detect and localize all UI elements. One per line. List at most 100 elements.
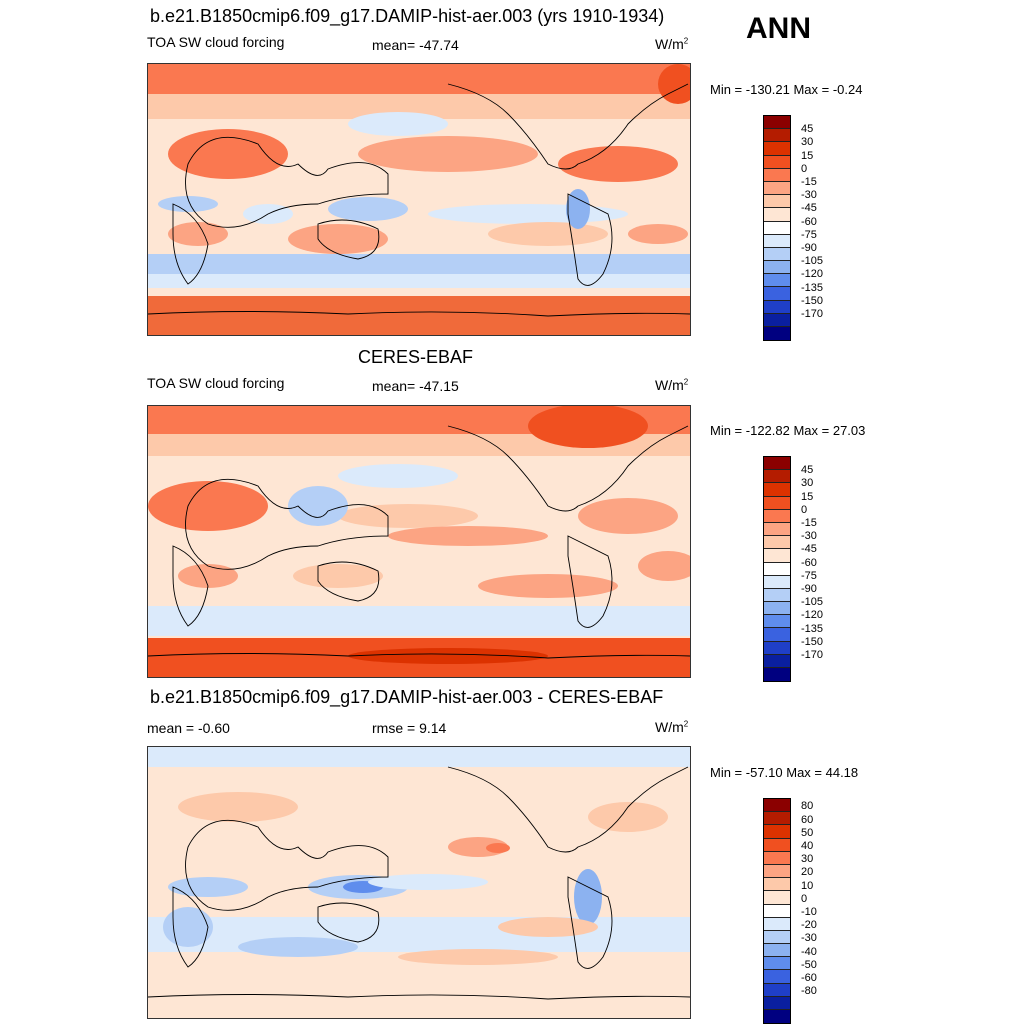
colorbar-swatch	[764, 287, 790, 301]
colorbar-swatch	[764, 300, 790, 314]
colorbar-swatch	[764, 195, 790, 209]
colorbar-label: -60	[801, 215, 817, 228]
panel2-units: W/m2	[655, 377, 689, 393]
panel2-field-label: TOA SW cloud forcing	[147, 375, 285, 391]
colorbar-swatch	[764, 851, 790, 865]
colorbar-label: -105	[801, 255, 824, 267]
panel3-units: W/m2	[655, 719, 689, 735]
colorbar-swatch	[764, 957, 790, 971]
colorbar-swatch	[764, 930, 790, 945]
colorbar-label: -50	[801, 958, 817, 971]
colorbar-label: -105	[801, 596, 824, 608]
colorbar-swatch	[764, 470, 790, 484]
colorbar-label: 45	[801, 464, 814, 476]
panel3-map	[147, 746, 691, 1019]
panel2-map-field	[148, 406, 690, 677]
colorbar-label: 45	[801, 123, 814, 135]
colorbar-label: 40	[801, 840, 814, 852]
panel1-colorbar	[763, 115, 791, 342]
panel3-colorbar	[763, 798, 791, 1024]
colorbar-label: -90	[801, 583, 817, 595]
colorbar-label: 15	[801, 490, 814, 503]
colorbar-swatch	[764, 509, 790, 523]
colorbar-label: -45	[801, 202, 817, 214]
season-label: ANN	[746, 12, 811, 45]
panel3-mean-label: mean = -0.60	[147, 720, 230, 736]
colorbar-label: -120	[801, 609, 824, 621]
panel3-minmax: Min = -57.10 Max = 44.18	[710, 765, 859, 780]
colorbar-swatch	[764, 654, 790, 668]
colorbar-label: 0	[801, 503, 808, 516]
panel1-units: W/m2	[655, 36, 689, 52]
colorbar-swatch	[764, 116, 790, 130]
colorbar-label: -15	[801, 517, 817, 529]
panel2-mean-label: mean= -47.15	[372, 378, 459, 394]
colorbar-swatch	[764, 588, 790, 603]
colorbar-swatch	[764, 549, 790, 563]
colorbar-swatch	[764, 168, 790, 182]
colorbar-swatch	[764, 483, 790, 497]
colorbar-label: -60	[801, 972, 817, 984]
colorbar-label: 30	[801, 853, 814, 865]
colorbar-swatch	[764, 457, 790, 471]
colorbar-swatch	[764, 891, 790, 905]
colorbar-swatch	[764, 799, 790, 813]
colorbar-label: -120	[801, 268, 824, 280]
colorbar-label: -30	[801, 530, 817, 542]
colorbar-swatch	[764, 996, 790, 1010]
colorbar-swatch	[764, 615, 790, 629]
panel1-minmax: Min = -130.21 Max = -0.24	[710, 82, 863, 97]
colorbar-label: -170	[801, 308, 824, 320]
colorbar-label: -170	[801, 649, 824, 661]
panel1-map-field	[148, 64, 690, 335]
colorbar-label: -15	[801, 176, 817, 188]
colorbar-swatch	[764, 274, 790, 288]
colorbar-swatch	[764, 208, 790, 222]
colorbar-label: -90	[801, 242, 817, 254]
colorbar-swatch	[764, 944, 790, 958]
colorbar-label: -40	[801, 945, 817, 958]
colorbar-label: 80	[801, 800, 814, 812]
colorbar-label: -150	[801, 635, 824, 648]
colorbar-swatch	[764, 917, 790, 931]
colorbar-swatch	[764, 838, 790, 852]
panel2-title: CERES-EBAF	[358, 347, 474, 367]
colorbar-swatch	[764, 234, 790, 248]
colorbar-swatch	[764, 221, 790, 235]
panel1-mean-label: mean= -47.74	[372, 37, 459, 53]
colorbar-swatch	[764, 261, 790, 275]
colorbar-swatch	[764, 668, 790, 682]
colorbar-label: -45	[801, 543, 817, 555]
colorbar-swatch	[764, 522, 790, 537]
colorbar-label: -20	[801, 919, 817, 931]
colorbar-swatch	[764, 641, 790, 655]
panel2-minmax: Min = -122.82 Max = 27.03	[710, 423, 866, 438]
colorbar-label: -135	[801, 281, 824, 294]
colorbar-label: 10	[801, 879, 814, 892]
panel3-map-field	[148, 747, 690, 1018]
panel3-title: b.e21.B1850cmip6.f09_g17.DAMIP-hist-aer.…	[150, 687, 664, 707]
colorbar-swatch	[764, 247, 790, 262]
colorbar-swatch	[764, 970, 790, 984]
colorbar-swatch	[764, 825, 790, 839]
panel1-title: b.e21.B1850cmip6.f09_g17.DAMIP-hist-aer.…	[150, 6, 665, 26]
colorbar-swatch	[764, 1010, 790, 1024]
colorbar-swatch	[764, 129, 790, 143]
colorbar-label: 15	[801, 149, 814, 162]
colorbar-swatch	[764, 602, 790, 616]
colorbar-swatch	[764, 812, 790, 826]
panel2-colorbar	[763, 456, 791, 683]
colorbar-label: 60	[801, 813, 814, 826]
colorbar-label: -30	[801, 932, 817, 944]
colorbar-label: -150	[801, 294, 824, 307]
colorbar-label: 30	[801, 477, 814, 489]
colorbar-label: -135	[801, 622, 824, 635]
colorbar-label: -30	[801, 189, 817, 201]
colorbar-label: -75	[801, 228, 817, 241]
colorbar-swatch	[764, 142, 790, 156]
colorbar-swatch	[764, 562, 790, 576]
colorbar-swatch	[764, 536, 790, 550]
colorbar-label: -10	[801, 906, 817, 918]
colorbar-label: 30	[801, 136, 814, 148]
colorbar-swatch	[764, 575, 790, 589]
